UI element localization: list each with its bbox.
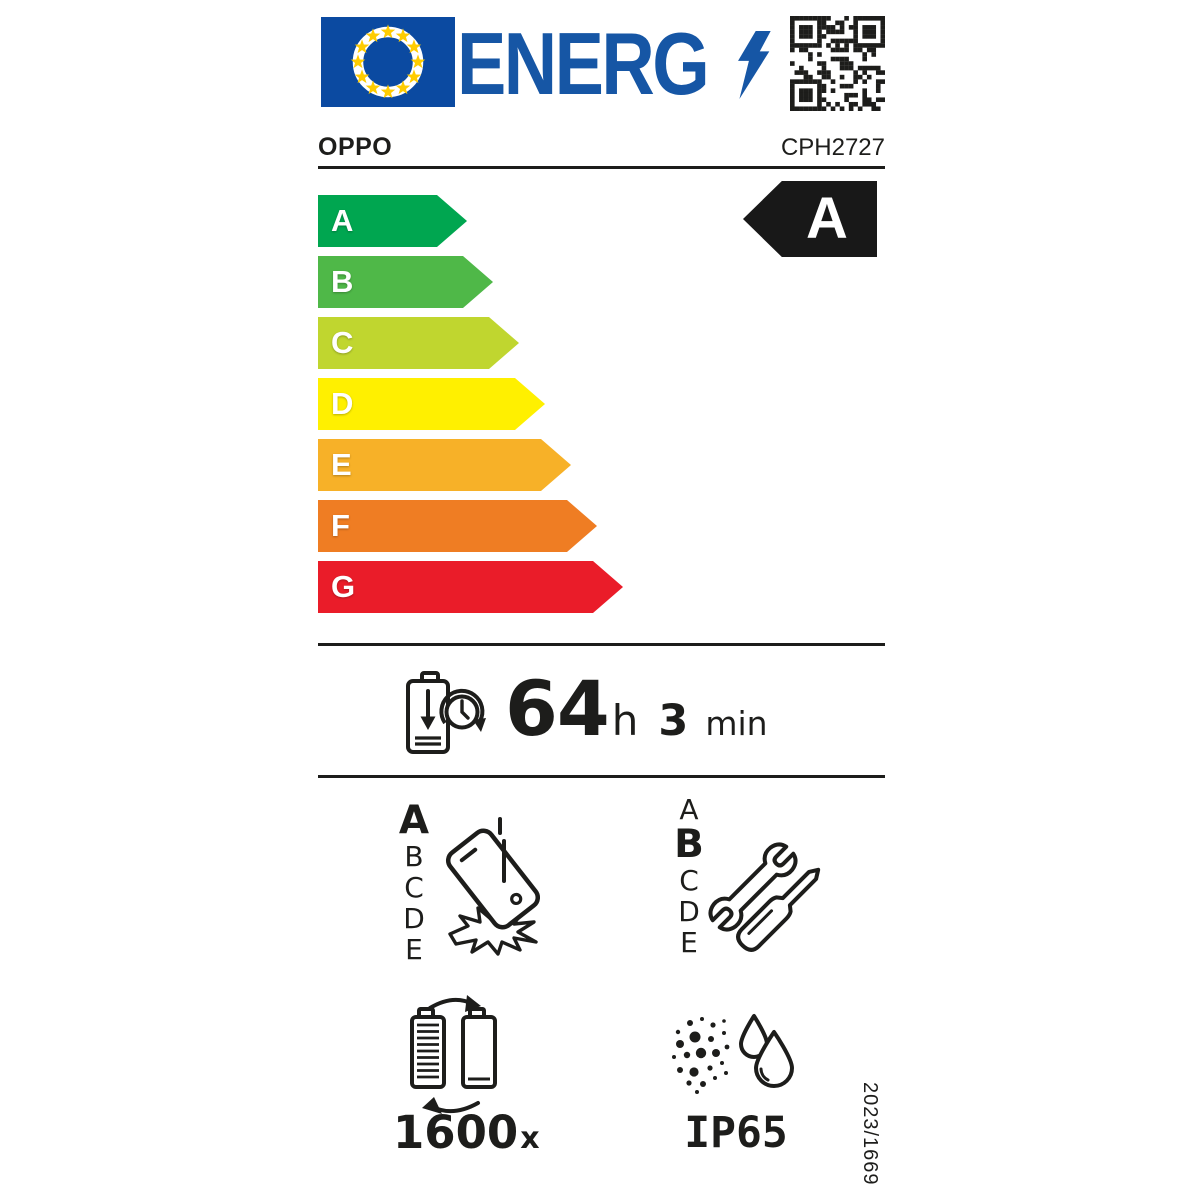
energy-rating-arrow: A [743,181,877,257]
scale-row-letter: E [331,447,352,482]
eu-flag-icon [321,17,455,107]
phone-free-fall-icon [445,817,541,956]
divider-endurance-bottom [318,775,885,778]
eu-stars [350,24,426,99]
wrench-screwdriver-icon [708,842,821,952]
scale-row-b: B [318,256,493,308]
lightning-bolt-icon [738,31,771,99]
scale-row-letter: B [331,264,354,299]
scale-row-f: F [318,500,597,552]
freefall-class-d: D [403,902,425,935]
model-text: CPH2727 [780,134,885,161]
brand-text: OPPO [318,133,393,161]
energ-logo-text: ENERG [457,14,710,113]
dust-and-water-drops-icon [672,1014,794,1094]
endurance-hours: 64 [505,664,610,753]
scale-row-letter: D [331,386,354,421]
scale-row-c: C [318,317,519,369]
scale-row-letter: F [331,508,350,543]
scale-row-letter: C [331,325,354,360]
divider-scale-bottom [318,643,885,646]
scale-row-e: E [318,439,571,491]
repairability-class-b-selected: B [674,822,704,867]
regulation-number: 2023/1669 [859,1082,881,1186]
cycles-number: 1600 [393,1106,519,1159]
scale-row-letter: A [331,203,354,238]
battery-recharge-cycles-icon [410,995,497,1114]
water-drops [739,1014,794,1088]
repairability-class-d: D [678,895,700,928]
freefall-class-b: B [404,840,424,873]
battery-cycles-value: 1600x [393,1106,540,1159]
scale-row-letter: G [331,569,356,604]
endurance-minutes-unit: min [705,704,768,743]
ip-rating: IP65 [684,1108,788,1158]
scale-row-g: G [318,561,623,613]
scale-row-d: D [318,378,545,430]
endurance-minutes: 3 [658,696,689,746]
cycles-unit: x [520,1121,540,1156]
repairability-class-e: E [680,926,698,959]
freefall-class-e: E [405,933,423,966]
battery-endurance-value: 64 h 3 min [505,664,768,753]
energy-rating-letter: A [806,186,848,251]
dust-particles [672,1017,730,1094]
divider-header [318,166,885,169]
freefall-class-a-selected: A [398,798,430,843]
battery-discharge-clock-icon [406,671,486,754]
repairability-class-a: A [679,793,699,826]
endurance-hours-unit: h [611,696,639,745]
repairability-class-c: C [679,864,699,897]
freefall-class-c: C [404,871,424,904]
scale-row-a: A [318,195,467,247]
qr-code [790,16,885,111]
